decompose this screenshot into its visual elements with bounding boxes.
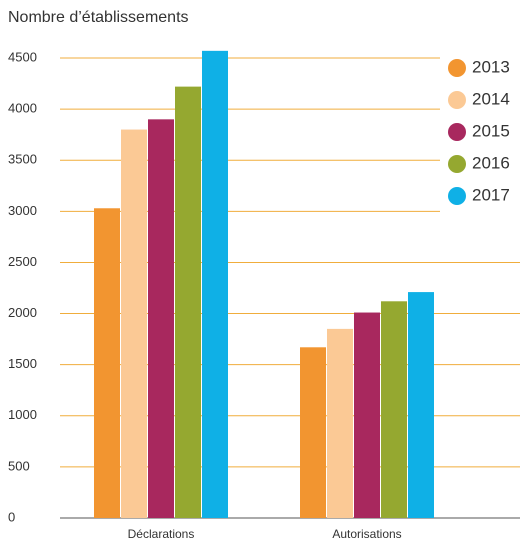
bar [381, 301, 407, 518]
bar [121, 129, 147, 519]
bar [408, 292, 434, 518]
y-tick-label: 1000 [8, 407, 37, 422]
y-tick-label: 2500 [8, 254, 37, 269]
x-tick-label: Autorisations [332, 527, 401, 541]
y-tick-label: 500 [8, 458, 30, 473]
bar [300, 347, 326, 518]
legend-label: 2017 [472, 185, 510, 204]
y-tick-label: 3500 [8, 152, 37, 167]
bar [148, 119, 174, 518]
y-tick-label: 0 [8, 509, 15, 524]
legend-label: 2016 [472, 153, 510, 172]
y-tick-label: 4000 [8, 101, 37, 116]
y-tick-label: 4500 [8, 49, 37, 64]
legend-label: 2013 [472, 57, 510, 76]
bar [354, 312, 380, 518]
bar [94, 208, 120, 518]
chart-title: Nombre d’établissements [8, 9, 189, 26]
y-tick-label: 2000 [8, 305, 37, 320]
bar [202, 50, 228, 518]
legend-swatch [448, 59, 466, 77]
bar [327, 328, 353, 518]
legend-swatch [448, 123, 466, 141]
y-tick-label: 1500 [8, 356, 37, 371]
legend-label: 2015 [472, 121, 510, 140]
legend-swatch [448, 187, 466, 205]
legend-swatch [448, 91, 466, 109]
bar [175, 86, 201, 518]
x-tick-label: Déclarations [128, 527, 195, 541]
y-tick-label: 3000 [8, 203, 37, 218]
legend-label: 2014 [472, 89, 510, 108]
legend-background [440, 50, 524, 250]
legend-swatch [448, 155, 466, 173]
